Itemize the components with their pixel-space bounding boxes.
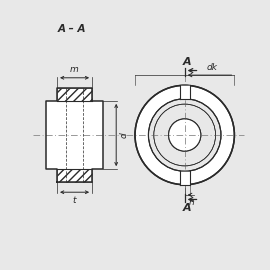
Text: dk: dk [207, 63, 218, 72]
Text: d: d [120, 132, 129, 138]
Circle shape [135, 85, 234, 185]
Bar [57, 88, 92, 182]
Text: n: n [189, 198, 195, 207]
Bar [57, 169, 92, 182]
Text: m: m [70, 65, 79, 74]
Circle shape [168, 119, 201, 151]
Text: t: t [73, 196, 76, 205]
Bar [180, 85, 190, 99]
Circle shape [148, 99, 221, 171]
Text: A: A [183, 202, 192, 212]
Text: A: A [183, 58, 192, 68]
Bar [46, 101, 103, 169]
Bar [180, 171, 190, 185]
Bar [57, 88, 92, 101]
Text: A – A: A – A [58, 24, 86, 34]
